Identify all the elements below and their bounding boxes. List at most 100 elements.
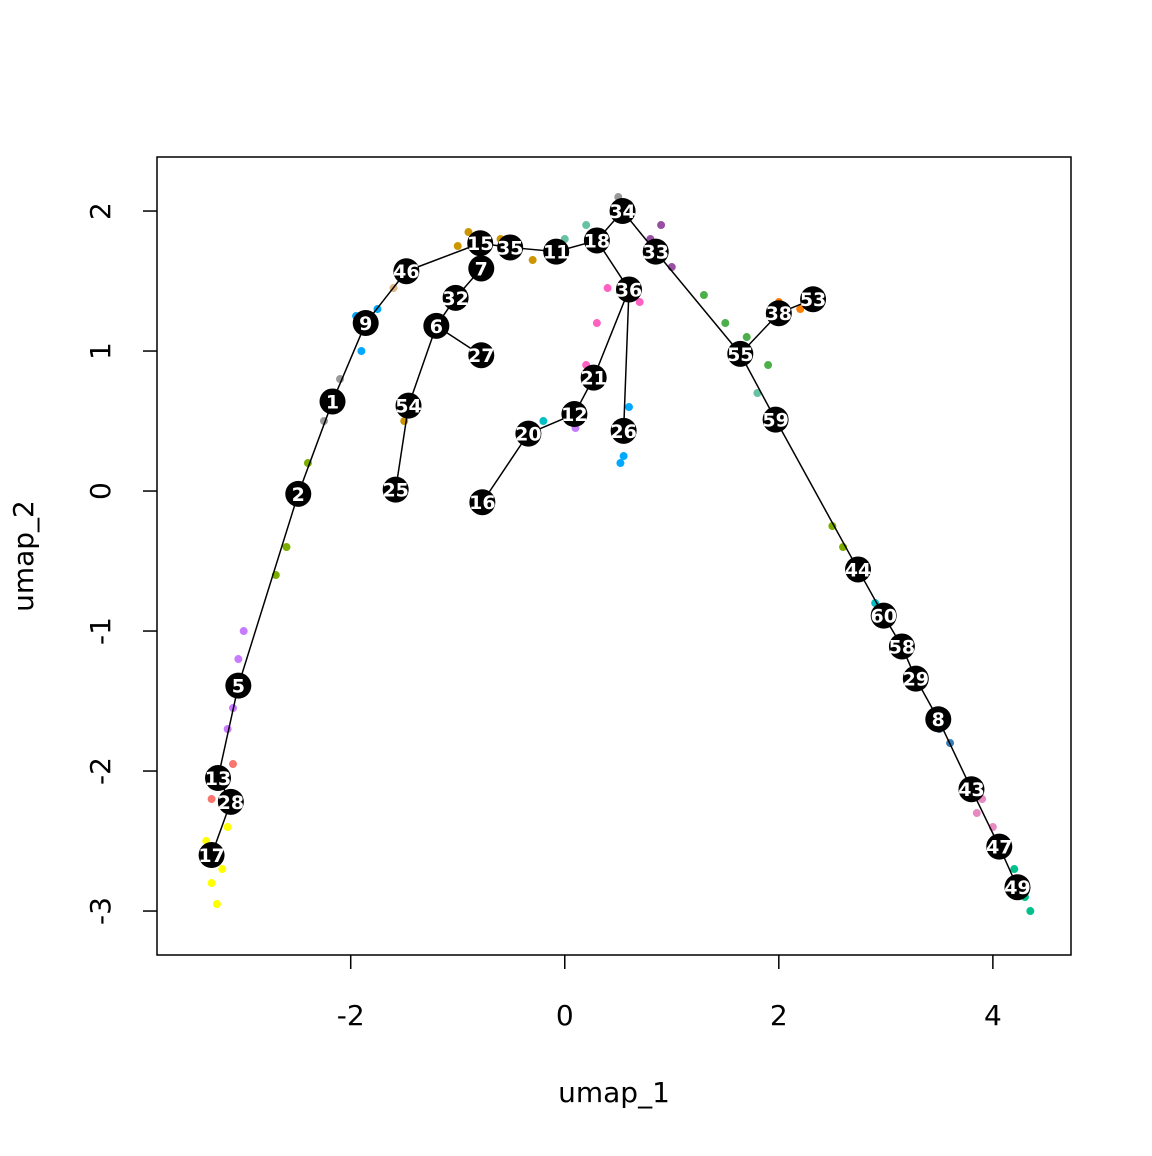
node-label: 60 [870,606,896,628]
trajectory-node [442,284,469,311]
trajectory-node [205,765,232,792]
trajectory-node [800,286,827,313]
y-tick-label: -2 [84,757,117,785]
node-label: 43 [958,779,984,801]
trajectory-edge [622,289,630,431]
node-label: 29 [903,669,929,691]
cell-point [207,795,216,804]
cell-point [742,333,751,342]
node-label: 7 [475,258,488,280]
trajectory-node [583,227,610,254]
node-label: 1 [326,391,339,413]
cell-point [528,256,537,265]
y-tick-label: 2 [84,202,117,220]
trajectory-edge [407,325,438,406]
node-label: 38 [766,303,792,325]
trajectory-edge [217,685,240,779]
trajectory-node [319,388,346,415]
node-label: 13 [205,768,231,790]
node-label: 6 [430,316,443,338]
y-tick-label: 0 [84,482,117,500]
cell-point [582,221,591,230]
trajectory-node [469,489,496,516]
node-label: 18 [584,230,610,252]
trajectory-node [845,556,872,583]
cell-point [721,319,730,328]
trajectory-node [1004,874,1031,901]
trajectory-node [423,312,450,339]
trajectory-node [468,255,495,282]
node-label: 17 [198,845,224,867]
node-label: 20 [515,424,541,446]
trajectory-node [925,706,952,733]
node-label: 44 [845,559,871,581]
trajectory-node [642,238,669,265]
node-label: 27 [468,345,494,367]
cell-point [796,305,805,314]
trajectory-node [610,417,637,444]
trajectory-node [888,633,915,660]
node-label: 8 [932,709,945,731]
trajectory-node [225,672,252,699]
x-tick-label: 0 [556,999,574,1032]
cell-point [223,823,232,832]
node-label: 36 [616,279,642,301]
trajectory-node [986,833,1013,860]
cell-point [357,347,366,356]
y-tick-label: 1 [84,342,117,360]
trajectory-node [958,776,985,803]
trajectory-edge [394,405,410,490]
cell-point [1010,865,1019,874]
cell-point [972,809,981,818]
trajectory-edge [774,419,859,570]
trajectory-node [902,665,929,692]
trajectory-node [727,340,754,367]
x-tick-label: -2 [337,999,365,1032]
y-axis-label: umap_2 [7,500,40,612]
node-label: 54 [395,396,421,418]
cell-point [539,417,548,426]
trajectory-node [870,602,897,629]
x-tick-label: 4 [984,999,1002,1032]
cell-point [603,284,612,293]
node-label: 55 [727,344,753,366]
cell-point [228,760,237,769]
node-label: 15 [467,233,493,255]
cell-point [336,375,345,384]
plot-frame [156,156,1072,956]
node-label: 32 [442,288,468,310]
node-label: 49 [1004,877,1030,899]
node-label: 34 [609,201,635,223]
trajectory-node [395,392,422,419]
trajectory-node [765,300,792,327]
trajectory-node [609,198,636,225]
node-label: 2 [292,484,305,506]
node-label: 28 [218,792,244,814]
cell-point [212,900,221,909]
x-axis-label: umap_1 [558,1076,670,1109]
cell-point [282,543,291,552]
node-label: 9 [359,313,372,335]
cell-point [234,655,243,664]
cell-point [616,459,625,468]
trajectory-node [393,258,420,285]
cell-point [453,242,462,251]
trajectory-node [497,234,524,261]
node-label: 21 [580,368,606,390]
node-label: 33 [643,242,669,264]
node-label: 26 [610,421,636,443]
trajectory-node [468,342,495,369]
cell-point [635,298,644,307]
cell-point [764,361,773,370]
node-label: 58 [889,636,915,658]
node-label: 11 [543,242,569,264]
cell-point [619,452,628,461]
trajectory-edge [331,322,367,402]
y-tick-label: -1 [84,617,117,645]
trajectory-node [580,364,607,391]
trajectory-node [515,420,542,447]
cell-point [592,319,601,328]
trajectory-edge [592,289,630,378]
trajectory-node [382,476,409,503]
